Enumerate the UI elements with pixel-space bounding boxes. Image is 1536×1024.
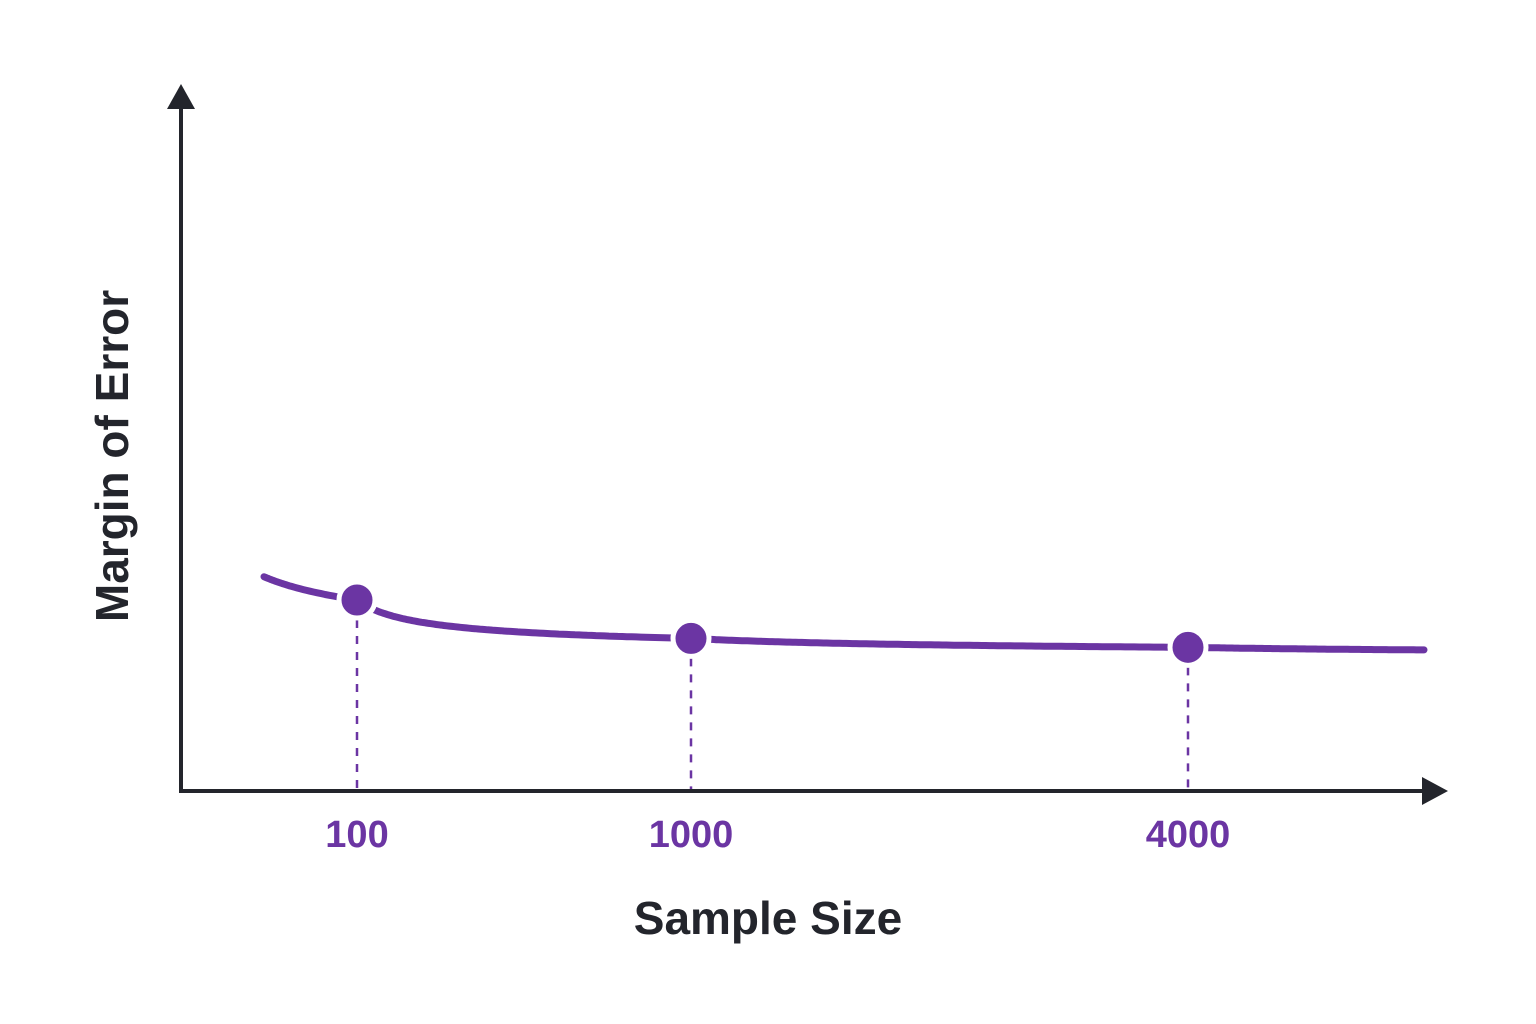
y-axis-title: Margin of Error [86, 290, 138, 622]
data-point-4000 [1167, 626, 1209, 668]
x-axis-arrow-icon [1422, 777, 1448, 805]
x-axis-title: Sample Size [634, 892, 902, 944]
x-tick-label-100: 100 [325, 814, 388, 856]
data-point-1000 [670, 617, 712, 659]
x-tick-labels: 100 1000 4000 [325, 814, 1230, 856]
x-tick-label-4000: 4000 [1146, 814, 1231, 856]
margin-of-error-curve [260, 573, 1428, 654]
highlighted-points [336, 579, 1209, 668]
guide-lines [355, 620, 1190, 789]
x-tick-label-1000: 1000 [649, 814, 734, 856]
data-point-100 [336, 579, 378, 621]
y-axis-arrow-icon [167, 84, 195, 109]
